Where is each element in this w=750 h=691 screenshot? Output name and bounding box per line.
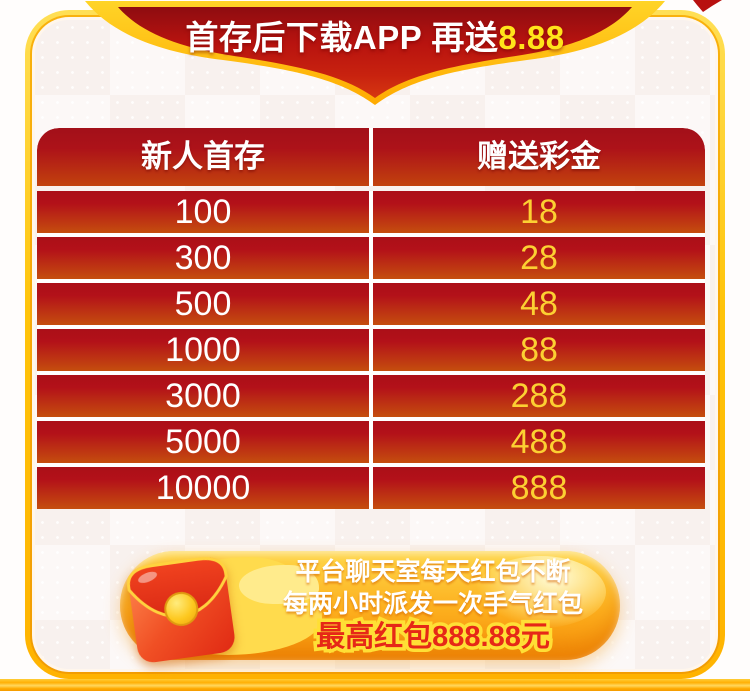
deposit-cell: 100 (37, 191, 369, 233)
red-envelope-icon (119, 543, 244, 671)
bonus-cell: 888 (373, 467, 705, 509)
bonus-cell: 488 (373, 421, 705, 463)
table-row: 500 48 (37, 283, 705, 325)
deposit-cell: 3000 (37, 375, 369, 417)
promo-max-red-packet: 最高红包888.88元 最高红包888.88元 (313, 618, 554, 657)
bottom-gold-bar (0, 679, 750, 691)
deposit-cell: 500 (37, 283, 369, 325)
deposit-bonus-table: 新人首存 赠送彩金 100 18 300 28 500 48 1000 88 3… (37, 128, 705, 509)
table-row: 10000 888 (37, 467, 705, 509)
deposit-cell: 1000 (37, 329, 369, 371)
table-header-bonus: 赠送彩金 (373, 128, 705, 186)
bonus-cell: 88 (373, 329, 705, 371)
banner-title: 首存后下载APP 再送8.88 (0, 21, 750, 55)
bonus-cell: 28 (373, 237, 705, 279)
bonus-cell: 18 (373, 191, 705, 233)
banner-bonus-amount: 8.88 (498, 19, 565, 56)
table-row: 5000 488 (37, 421, 705, 463)
promo-line-1: 平台聊天室每天红包不断 (295, 558, 571, 586)
table-row: 300 28 (37, 237, 705, 279)
deposit-cell: 300 (37, 237, 369, 279)
table-row: 3000 288 (37, 375, 705, 417)
deposit-cell: 10000 (37, 467, 369, 509)
promo-text-block: 平台聊天室每天红包不断 每两小时派发一次手气红包 最高红包888.88元 最高红… (250, 556, 616, 657)
bonus-cell: 48 (373, 283, 705, 325)
table-header-row: 新人首存 赠送彩金 (37, 128, 705, 186)
table-header-deposit: 新人首存 (37, 128, 369, 186)
top-ribbon-banner (85, 1, 665, 105)
bonus-cell: 288 (373, 375, 705, 417)
table-body: 100 18 300 28 500 48 1000 88 3000 288 50… (37, 191, 705, 509)
promo-line-2: 每两小时派发一次手气红包 (282, 590, 583, 618)
table-row: 100 18 (37, 191, 705, 233)
deposit-cell: 5000 (37, 421, 369, 463)
table-row: 1000 88 (37, 329, 705, 371)
banner-title-text: 首存后下载APP 再送 (185, 19, 499, 56)
